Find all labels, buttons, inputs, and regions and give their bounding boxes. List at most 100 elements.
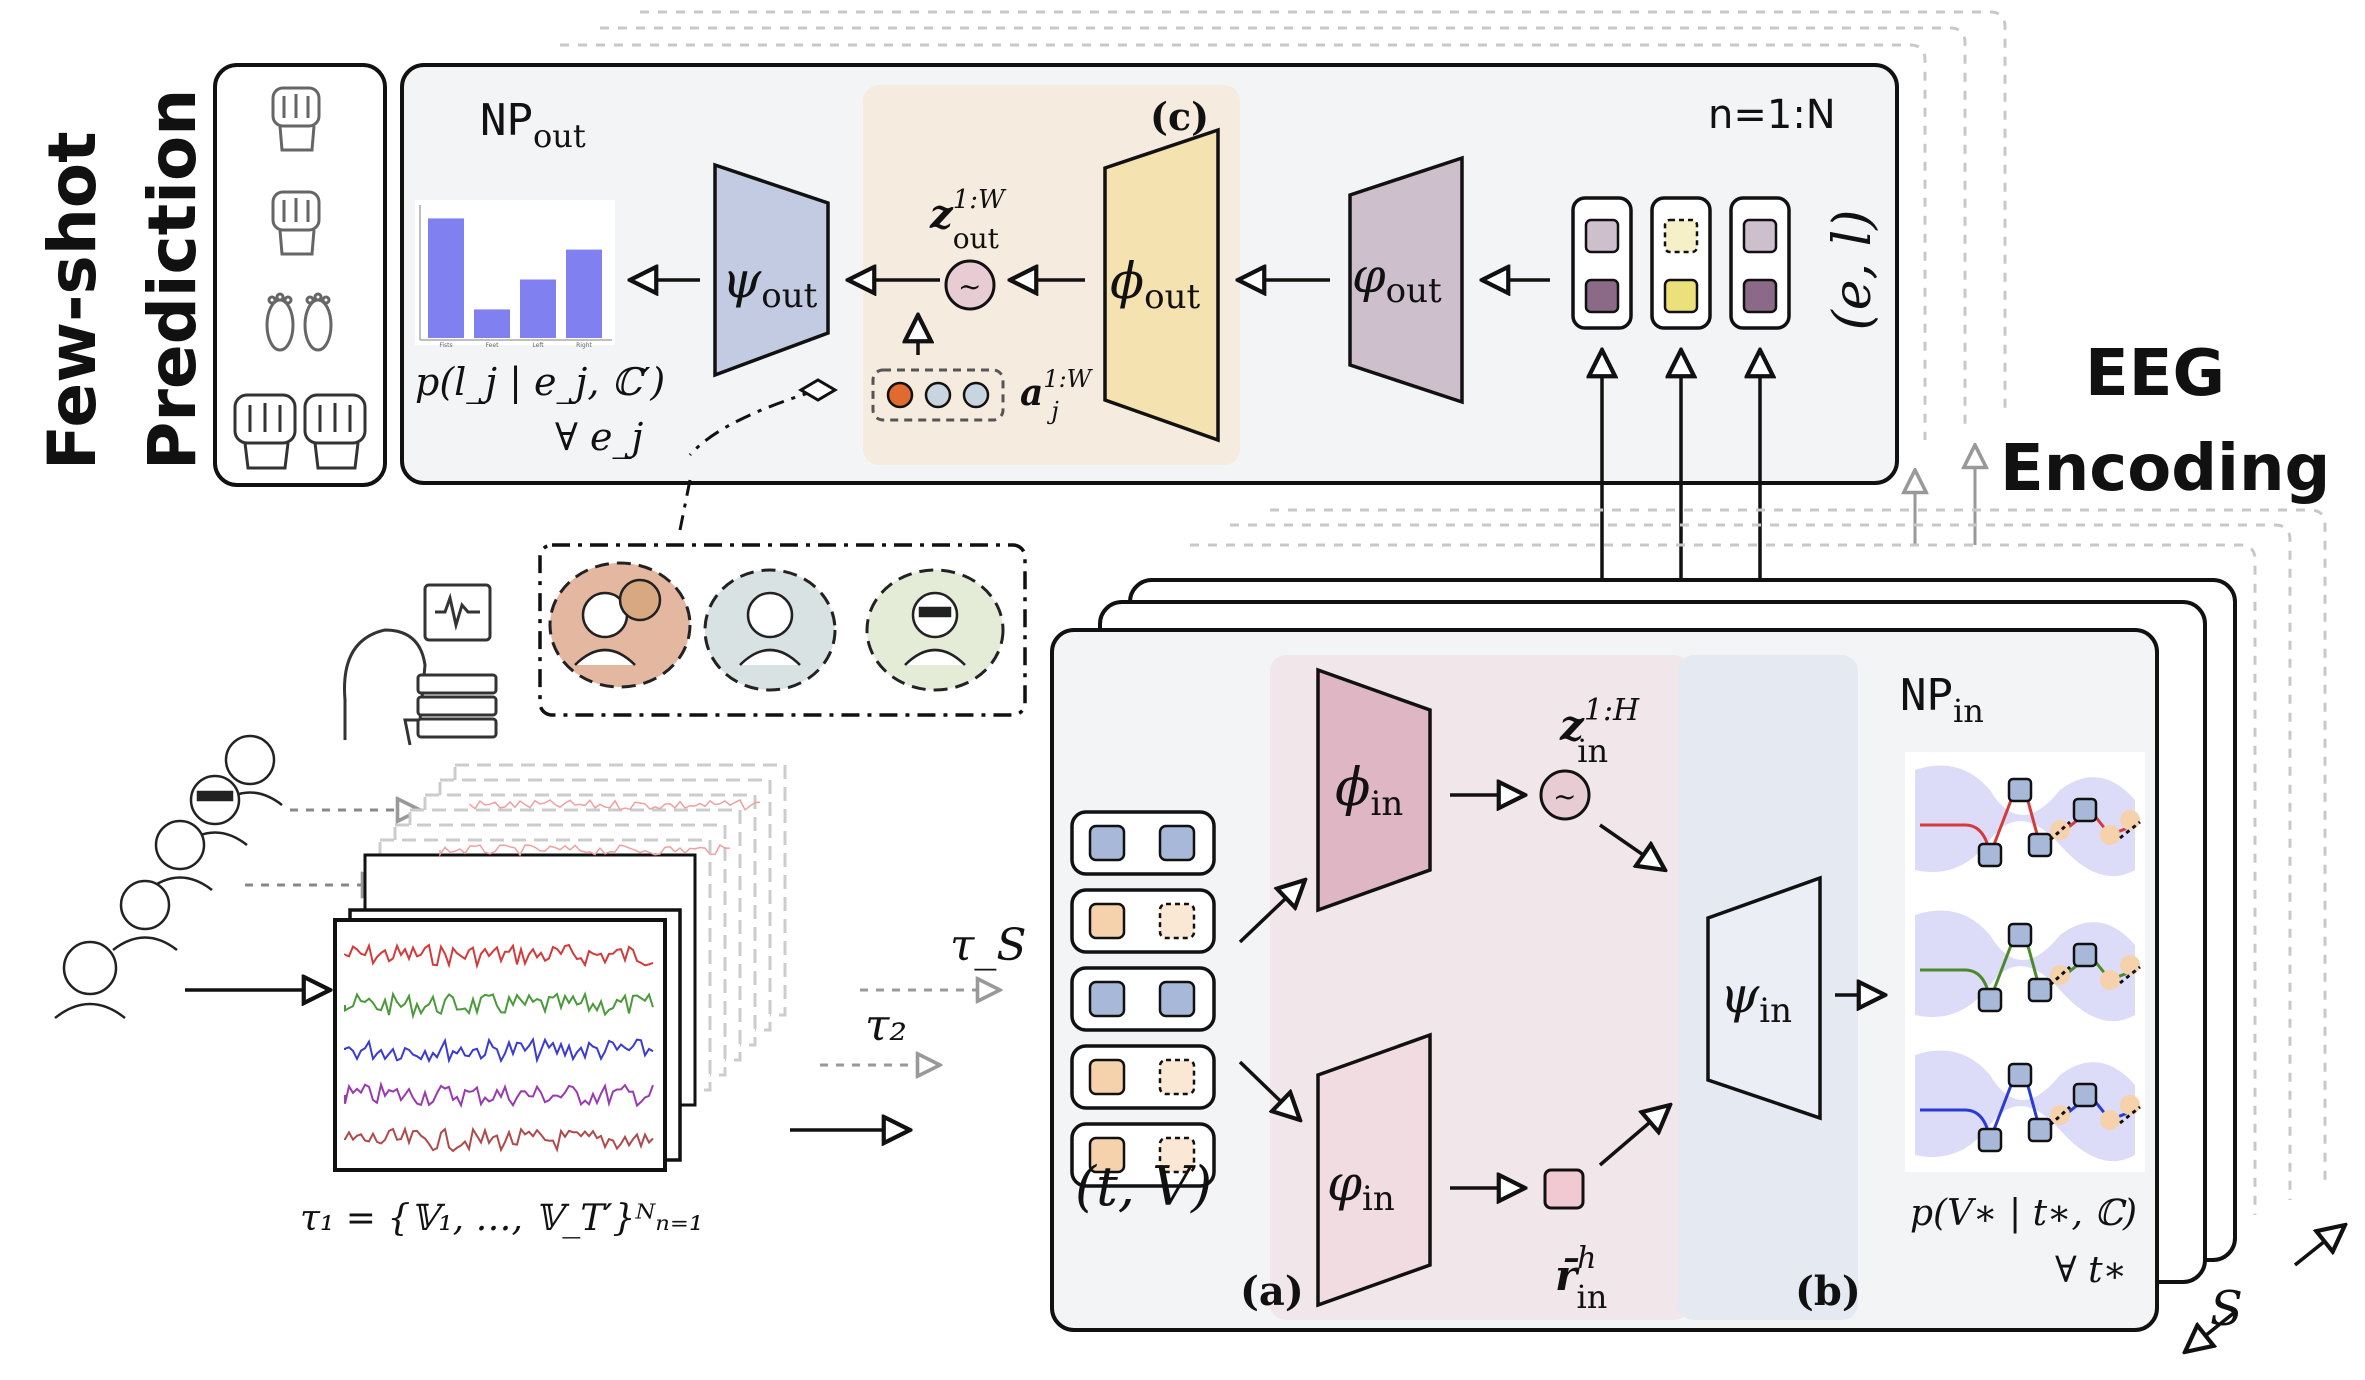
out-prediction-label: p(l_j | e_j, ℂ′) — [415, 360, 665, 405]
phi-out-label: ϕout — [1110, 252, 1200, 317]
tau-2-label: τ₂ — [865, 1000, 907, 1051]
task-arrows — [790, 990, 1000, 1130]
context-point — [1977, 1127, 2003, 1153]
panel-c-label: (c) — [1150, 94, 1209, 139]
s-label: S — [2210, 1281, 2243, 1337]
eeg-recording-setup-icon — [343, 583, 498, 746]
bar-category-label: Feet — [486, 342, 500, 349]
panel-b-label: (b) — [1795, 1268, 1861, 1315]
context-point — [2007, 777, 2033, 803]
context-token-2 — [1650, 196, 1712, 330]
bar-feet — [474, 309, 510, 338]
eeg-channel-wave — [344, 1080, 654, 1109]
eeg-text: EEG — [2085, 337, 2225, 411]
tau-s-label: τ_S — [950, 920, 1026, 971]
z-in-latent-node — [1539, 769, 1591, 821]
z-out-latent-node — [944, 259, 996, 311]
subject-clusters — [538, 543, 1027, 717]
both-fists-icon — [233, 393, 367, 470]
eeg-channel-wave — [344, 942, 654, 970]
class-probability-chart: Fists Feet Left Right — [415, 200, 615, 349]
context-point — [2007, 1062, 2033, 1088]
r-in-representation — [1543, 1168, 1585, 1210]
link-diamond — [798, 378, 838, 402]
value-square — [1158, 902, 1196, 940]
context-point — [2027, 1117, 2053, 1143]
np-out-stack-shadows — [560, 10, 2007, 440]
attention-node — [962, 381, 990, 409]
time-square — [1088, 1058, 1126, 1096]
np-in-arrows — [1238, 795, 1885, 1188]
context-point — [2027, 832, 2053, 858]
target-point — [2050, 820, 2070, 840]
eeg-channel-wave — [344, 991, 654, 1020]
varphi-in-label: φin — [1327, 1154, 1395, 1219]
attention-weights-box — [871, 368, 1005, 422]
bar-category-label: Fists — [439, 342, 452, 349]
context-point — [1977, 987, 2003, 1013]
eeg-channel-wave — [344, 1036, 654, 1064]
attention-node-active — [886, 381, 914, 409]
r-in-label: r̄h in — [1555, 1241, 1607, 1316]
target-point — [2050, 965, 2070, 985]
stack-arrows-gray — [1915, 445, 1975, 545]
person-icon — [112, 879, 178, 951]
person-icon — [904, 591, 966, 666]
time-square — [1088, 902, 1126, 940]
tau-1-label: τ₁ = {𝕍₁, …, 𝕍_T′}ᴺₙ₌₁ — [300, 1198, 703, 1239]
person-icon — [739, 591, 801, 666]
forall-t-label: ∀ t∗ — [2055, 1250, 2127, 1291]
np-out-title: NPout — [480, 95, 586, 155]
psi-in-decoder — [1706, 875, 1822, 1121]
context-point — [2027, 977, 2053, 1003]
np-in-stack-shadows — [1190, 508, 2327, 1215]
context-token-1 — [1571, 196, 1633, 330]
eeg-trial-stack — [333, 763, 787, 1172]
eeg-channel-wave-faint — [439, 843, 731, 857]
target-point — [2120, 810, 2140, 830]
attention-node — [924, 381, 952, 409]
varphi-out-encoder — [1348, 155, 1464, 405]
panel-a-label: (a) — [1240, 1268, 1304, 1315]
target-point — [2120, 955, 2140, 975]
psi-out-label: ψout — [722, 251, 818, 316]
time-square — [1088, 824, 1126, 862]
person-icon — [54, 940, 126, 1019]
phi-in-label: ϕin — [1335, 758, 1403, 824]
t-v-label: (t, V) — [1075, 1155, 1212, 1218]
target-point — [2120, 1095, 2140, 1115]
bar-category-label: Left — [532, 342, 544, 349]
bar-left — [520, 279, 556, 338]
psi-in-label: ψin — [1720, 966, 1792, 1031]
np-in-title: NPin — [1900, 670, 1984, 730]
value-square — [1158, 1136, 1196, 1174]
psi-out-decoder — [713, 162, 830, 378]
context-point — [1977, 842, 2003, 868]
value-square — [1158, 1058, 1196, 1096]
context-token-3 — [1729, 196, 1791, 330]
value-square — [1158, 980, 1196, 1018]
phi-in-encoder — [1316, 667, 1432, 913]
subject-arrows — [185, 810, 420, 990]
sampling-icon: ~ — [958, 270, 981, 303]
uncertainty-band — [1915, 1050, 2135, 1162]
forall-e-label: ∀ e_j — [555, 415, 644, 460]
time-square — [1088, 1136, 1126, 1174]
context-point — [2007, 922, 2033, 948]
context-point — [2072, 1082, 2098, 1108]
e-l-label: (e, l) — [1823, 209, 1883, 330]
person-icon — [147, 819, 213, 891]
target-point — [2100, 1110, 2120, 1130]
bar-right — [566, 249, 602, 338]
context-point — [2072, 942, 2098, 968]
fist-icon — [271, 86, 321, 152]
context-points — [1070, 810, 1216, 1188]
subject-link — [678, 388, 819, 531]
target-point — [2050, 1105, 2070, 1125]
subject-people-icons — [54, 734, 283, 1019]
class-icons-panel — [213, 63, 387, 487]
encoding-text: Encoding — [2000, 432, 2330, 506]
sampling-icon: ~ — [1553, 780, 1576, 813]
varphi-in-encoder — [1316, 1032, 1432, 1308]
